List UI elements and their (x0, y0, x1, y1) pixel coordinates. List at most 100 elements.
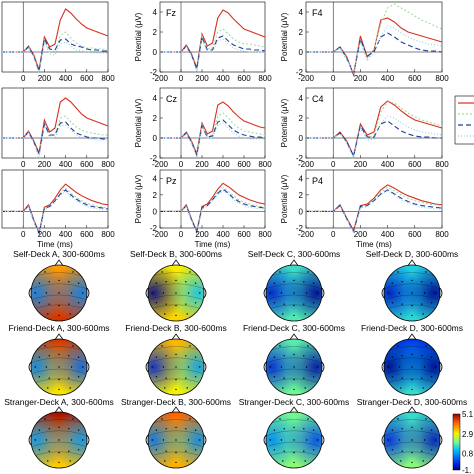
electrode-dot (317, 439, 319, 441)
y-tick-label: 2 (153, 28, 158, 37)
electrode-dot (162, 439, 165, 441)
scalp-fill (266, 412, 322, 468)
electrode-dot (430, 302, 433, 304)
electrode-dot (401, 377, 403, 379)
x-tick-label: 600 (408, 160, 422, 169)
electrode-dot (34, 439, 36, 441)
electrode-dot (422, 387, 424, 389)
scalp-fill (266, 265, 322, 321)
erp-series-1 (306, 101, 443, 159)
scalp-fill (31, 339, 87, 395)
colorbar: 5.1 2.9 0.8 -1. (452, 410, 474, 474)
electrode-dot (411, 366, 413, 368)
contour-line (384, 283, 440, 289)
right-ear (321, 287, 325, 299)
electrode-dot (273, 282, 276, 284)
x-tick-label: 600 (237, 160, 251, 169)
x-tick-label: 200 (354, 230, 368, 239)
erp-series-1 (160, 112, 266, 159)
topographic-map-grid: Self-Deck A, 300-600ms Self-Deck B, 300-6… (4, 250, 474, 474)
contour-line (148, 357, 204, 363)
y-tick-label: -2 (150, 154, 158, 163)
right-ear (86, 287, 90, 299)
x-tick-label: 400 (59, 160, 73, 169)
electrode-dot (293, 426, 295, 429)
scalp-fill (384, 339, 440, 395)
x-tick-label: 0 (21, 74, 26, 83)
erp-series-3 (2, 124, 108, 160)
nose (289, 259, 299, 266)
erp-panel-C4: C4 4 2 0 -2 Potential (μV) -200 0 200 400 600 800 (280, 87, 449, 169)
nose (171, 406, 181, 413)
electrode-dot (187, 439, 190, 441)
electrode-dot (45, 439, 48, 441)
electrode-dot (186, 313, 188, 315)
electrode-dot (48, 281, 50, 283)
electrode-dot (303, 281, 305, 283)
x-tick-label: 0 (21, 230, 26, 239)
erp-panel-unlabeled-6: 0 200 400 600 800 Time (ms) (1, 169, 115, 249)
electrode-dot (38, 356, 41, 358)
electrode-dot (164, 460, 166, 462)
erp-series-0 (306, 17, 443, 78)
electrode-dot (48, 450, 50, 452)
topo-title: Self-Deck D, 300-600ms (366, 250, 459, 259)
y-tick-label: -2 (150, 224, 158, 233)
topo-title: Self-Deck B, 300-600ms (130, 250, 222, 259)
x-tick-label: 400 (381, 230, 395, 239)
electrode-dot (423, 439, 426, 441)
electrode-dot (58, 292, 60, 294)
erp-series-0 (2, 8, 109, 71)
electrode-dot (307, 271, 309, 273)
electrode-dot (280, 292, 283, 294)
x-tick-label: 200 (195, 160, 209, 169)
electrode-dot (155, 429, 158, 431)
contour-line (148, 430, 204, 436)
electrode-dot (155, 282, 158, 284)
electrode-dot (430, 449, 433, 451)
electrode-dot (411, 439, 413, 441)
electrode-dot (199, 439, 201, 441)
electrode-dot (164, 313, 166, 315)
left-ear (263, 287, 267, 299)
electrode-dot (70, 439, 73, 441)
x-tick-label: 200 (195, 230, 209, 239)
erp-series-2 (160, 119, 266, 157)
electrode-dot (387, 292, 389, 294)
x-tick-label: 200 (195, 74, 209, 83)
electrode-dot (155, 302, 158, 304)
x-axis-label: Time (ms) (195, 240, 231, 249)
electrode-dot (69, 460, 71, 462)
electrode-dot (293, 461, 295, 464)
contour-line (148, 294, 204, 301)
erp-series-1 (306, 3, 443, 74)
x-tick-label: 600 (408, 230, 422, 239)
electrode-dot (421, 377, 423, 379)
electrode-dot (77, 429, 80, 431)
electrode-dot (68, 303, 70, 305)
y-tick-label: 0 (299, 134, 304, 143)
electrode-dot (175, 314, 177, 317)
x-tick-label: 800 (435, 160, 449, 169)
panel-frame (1, 87, 109, 159)
electrode-dot (82, 292, 84, 294)
nose (54, 333, 64, 340)
x-tick-label: 400 (381, 74, 395, 83)
electrode-dot (430, 282, 433, 284)
electrode-dot (391, 449, 394, 451)
electrode-dot (305, 292, 308, 294)
electrode-dot (293, 304, 295, 307)
electrode-dot (421, 303, 423, 305)
colorbar-tick-label: 0.8 (462, 449, 474, 458)
contour-line (384, 441, 440, 448)
electrode-dot (68, 450, 70, 452)
right-ear (203, 434, 207, 446)
electrode-dot (435, 292, 437, 294)
electrode-dot (186, 460, 188, 462)
x-tick-label: 0 (331, 74, 336, 83)
electrode-dot (293, 378, 295, 381)
electrode-dot (283, 450, 285, 452)
electrode-dot (69, 313, 71, 315)
electrode-dot (187, 366, 190, 368)
left-ear (145, 434, 149, 446)
